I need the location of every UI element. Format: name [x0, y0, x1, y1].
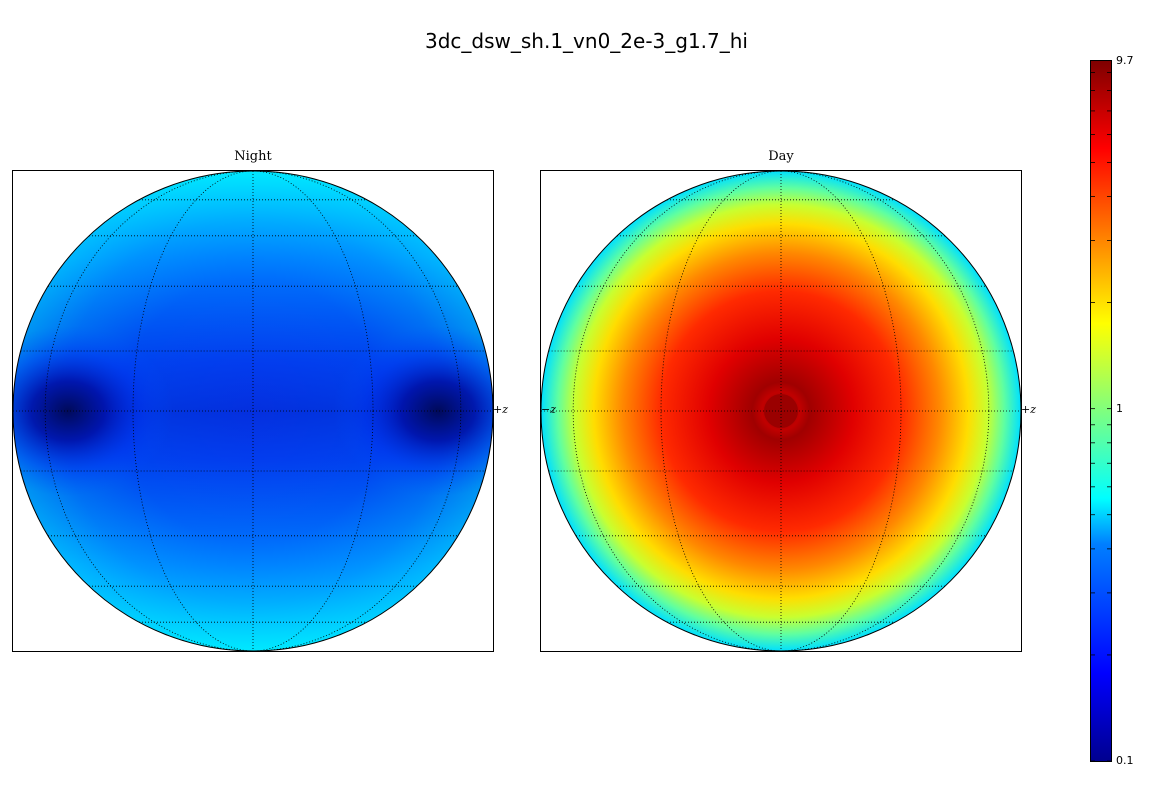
colorbar: [1090, 60, 1112, 762]
colorbar-ticks: [1091, 72, 1111, 762]
night-graticule: [13, 171, 493, 651]
figure-title: 3dc_dsw_sh.1_vn0_2e-3_g1.7_hi: [424, 29, 748, 53]
day-disk-map: [541, 171, 1021, 651]
graticule-meridian: [660, 171, 902, 651]
day-panel-title: Day: [768, 149, 794, 164]
day-minus-z-label: −z: [541, 403, 557, 416]
graticule-meridian: [132, 171, 374, 651]
colorbar-max-label: 9.7: [1116, 54, 1134, 67]
graticule-meridian: [572, 171, 990, 651]
day-graticule: [541, 171, 1021, 651]
graticule-meridian: [44, 171, 462, 651]
night-plus-z-label: +z: [493, 403, 509, 416]
day-plus-z-label: +z: [1021, 403, 1037, 416]
night-disk-map: [13, 171, 493, 651]
colorbar-mid-label: 1: [1116, 402, 1123, 415]
colorbar-min-label: 0.1: [1116, 754, 1134, 767]
night-panel-title: Night: [234, 149, 272, 164]
night-plot-axes: [12, 170, 494, 652]
day-plot-axes: [540, 170, 1022, 652]
